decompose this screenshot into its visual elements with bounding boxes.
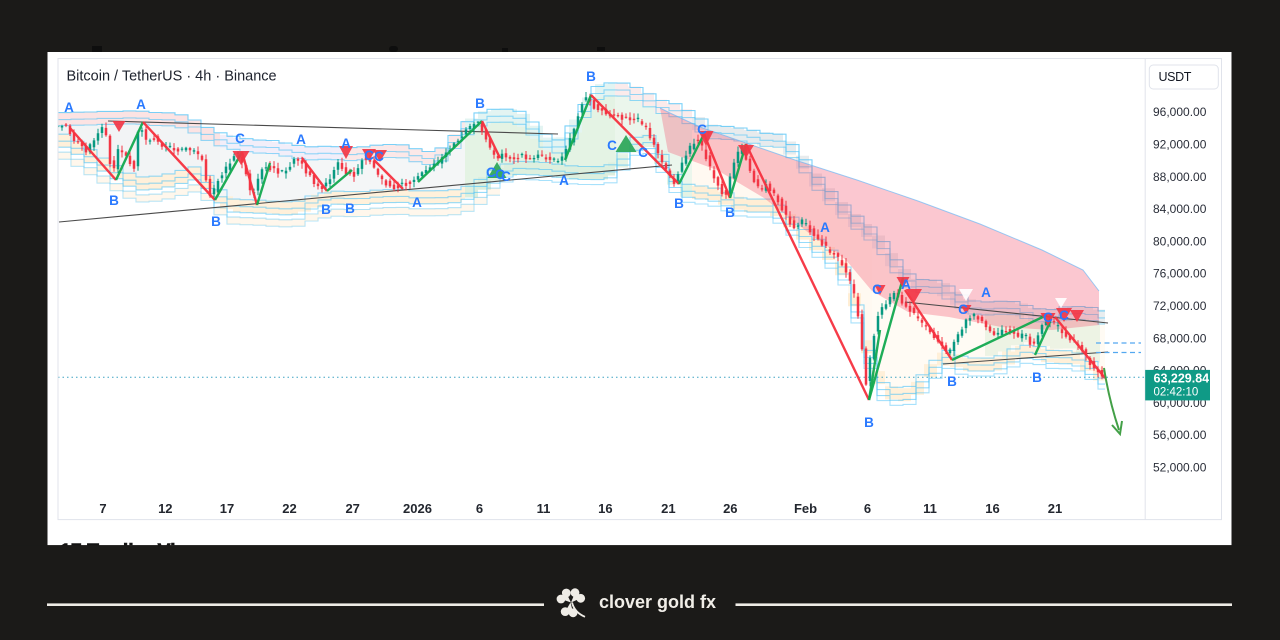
svg-text:C: C <box>364 148 374 163</box>
svg-text:C: C <box>697 122 707 137</box>
svg-text:B: B <box>725 205 735 220</box>
svg-text:A: A <box>341 136 351 151</box>
svg-text:B: B <box>321 202 331 217</box>
svg-text:B: B <box>586 69 596 84</box>
svg-text:2026: 2026 <box>403 501 432 516</box>
svg-text:B: B <box>947 374 957 389</box>
svg-text:clover gold fx: clover gold fx <box>599 592 716 612</box>
svg-text:C: C <box>501 169 511 184</box>
svg-text:C: C <box>872 282 882 297</box>
svg-text:22: 22 <box>282 501 296 516</box>
svg-text:11: 11 <box>923 501 937 516</box>
svg-text:56,000.00: 56,000.00 <box>1153 428 1207 442</box>
svg-text:63,229.84: 63,229.84 <box>1154 371 1210 385</box>
svg-text:6: 6 <box>476 501 483 516</box>
svg-text:6: 6 <box>864 501 871 516</box>
svg-text:USDT: USDT <box>1159 70 1192 84</box>
svg-text:B: B <box>864 415 874 430</box>
svg-text:A: A <box>559 173 569 188</box>
svg-text:C: C <box>638 145 648 160</box>
svg-text:26: 26 <box>723 501 737 516</box>
svg-text:17: 17 <box>220 501 234 516</box>
svg-text:B: B <box>674 196 684 211</box>
svg-text:16: 16 <box>598 501 612 516</box>
svg-text:92,000.00: 92,000.00 <box>1153 138 1207 152</box>
svg-text:02:42:10: 02:42:10 <box>1154 387 1199 399</box>
svg-text:C: C <box>495 167 505 182</box>
svg-text:68,000.00: 68,000.00 <box>1153 331 1207 345</box>
svg-text:16: 16 <box>985 501 999 516</box>
svg-text:72,000.00: 72,000.00 <box>1153 299 1207 313</box>
svg-text:C: C <box>958 302 968 317</box>
svg-text:84,000.00: 84,000.00 <box>1153 202 1207 216</box>
svg-text:B: B <box>345 201 355 216</box>
svg-text:A: A <box>136 97 146 112</box>
svg-text:Bitcoin / TetherUS · 4h · Bina: Bitcoin / TetherUS · 4h · Binance <box>67 69 277 85</box>
svg-text:76,000.00: 76,000.00 <box>1153 267 1207 281</box>
svg-text:21: 21 <box>661 501 675 516</box>
svg-text:A: A <box>981 285 991 300</box>
svg-text:A: A <box>64 100 74 115</box>
svg-text:B: B <box>1032 370 1042 385</box>
svg-text:11: 11 <box>537 501 551 516</box>
svg-text:52,000.00: 52,000.00 <box>1153 461 1207 475</box>
svg-text:C: C <box>374 149 384 164</box>
svg-text:12: 12 <box>158 501 172 516</box>
svg-text:C: C <box>607 138 617 153</box>
svg-text:B: B <box>109 193 119 208</box>
svg-text:27: 27 <box>345 501 359 516</box>
svg-text:21: 21 <box>1048 501 1062 516</box>
svg-text:B: B <box>475 96 485 111</box>
svg-text:88,000.00: 88,000.00 <box>1153 170 1207 184</box>
svg-text:C: C <box>1043 310 1053 325</box>
svg-text:Feb: Feb <box>794 501 817 516</box>
svg-text:C: C <box>486 165 496 180</box>
svg-text:A: A <box>412 195 422 210</box>
svg-text:A: A <box>901 277 911 292</box>
svg-text:C: C <box>1059 308 1069 323</box>
svg-text:7: 7 <box>99 501 106 516</box>
svg-text:A: A <box>820 220 830 235</box>
svg-text:96,000.00: 96,000.00 <box>1153 105 1207 119</box>
svg-text:B: B <box>211 214 221 229</box>
svg-text:A: A <box>296 132 306 147</box>
svg-text:C: C <box>235 131 245 146</box>
svg-text:80,000.00: 80,000.00 <box>1153 234 1207 248</box>
